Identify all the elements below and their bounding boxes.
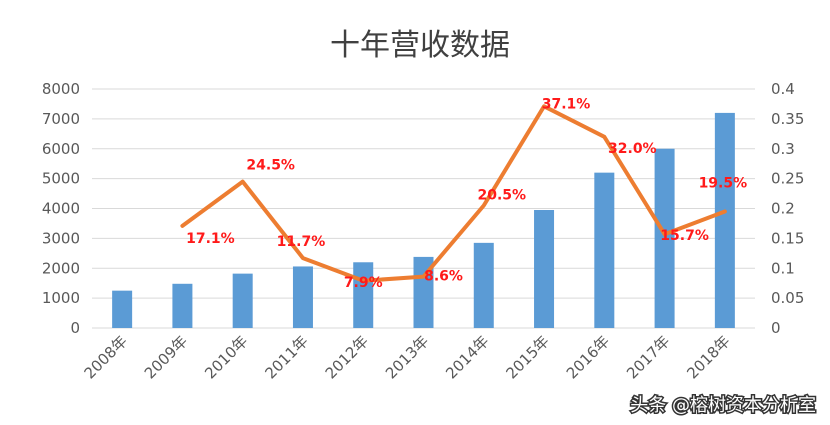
- data-label: 32.0%: [608, 141, 657, 157]
- left-tick-label: 5000: [42, 170, 80, 188]
- data-label: 24.5%: [246, 158, 295, 174]
- data-label: 11.7%: [277, 234, 326, 250]
- left-tick-label: 8000: [42, 80, 80, 98]
- data-label: 20.5%: [477, 188, 526, 204]
- bar: [353, 262, 374, 328]
- x-tick-label: 2014年: [442, 332, 492, 382]
- x-tick-label: 2009年: [141, 332, 191, 382]
- bar: [654, 148, 675, 328]
- right-tick-label: 0.4: [771, 80, 795, 98]
- right-tick-label: 0: [771, 319, 781, 337]
- data-label: 15.7%: [660, 228, 709, 244]
- bar: [714, 112, 735, 329]
- x-tick-label: 2011年: [261, 332, 311, 382]
- data-label: 37.1%: [542, 96, 591, 112]
- bar-series: [112, 112, 735, 329]
- right-axis: 0 0.05 0.1 0.15 0.2 0.25 0.3 0.35 0.4: [771, 80, 804, 337]
- left-tick-label: 3000: [42, 229, 80, 247]
- bar: [112, 290, 133, 328]
- bar: [413, 256, 434, 328]
- right-tick-label: 0.25: [771, 170, 804, 188]
- right-tick-label: 0.15: [771, 229, 804, 247]
- left-axis: 0 1000 2000 3000 4000 5000 6000 7000 8000: [42, 80, 80, 337]
- data-label: 19.5%: [699, 175, 748, 191]
- gridlines: [92, 88, 755, 329]
- bar: [473, 242, 494, 328]
- watermark-text: 头条 @榕树资本分析室: [630, 395, 816, 416]
- line-series: [180, 104, 727, 283]
- data-label: 17.1%: [186, 231, 235, 247]
- left-tick-label: 1000: [42, 289, 80, 307]
- bar: [534, 209, 555, 328]
- right-tick-label: 0.3: [771, 140, 795, 158]
- left-tick-label: 0: [70, 319, 80, 337]
- left-tick-label: 2000: [42, 259, 80, 277]
- left-tick-label: 7000: [42, 110, 80, 128]
- x-tick-label: 2013年: [382, 332, 432, 382]
- data-labels: 17.1% 24.5% 11.7% 7.9% 8.6% 20.5% 37.1% 32.0% 15…: [186, 96, 747, 290]
- bar: [292, 266, 313, 328]
- x-tick-label: 2008年: [81, 332, 131, 382]
- x-tick-label: 2010年: [201, 332, 251, 382]
- left-tick-label: 4000: [42, 200, 80, 218]
- chart-title: 十年营收数据: [330, 28, 510, 63]
- data-label: 8.6%: [424, 269, 463, 285]
- bar: [172, 283, 193, 328]
- growth-line: [180, 104, 727, 283]
- bar: [232, 273, 253, 328]
- x-tick-label: 2017年: [623, 332, 673, 382]
- right-tick-label: 0.1: [771, 259, 795, 277]
- left-tick-label: 6000: [42, 140, 80, 158]
- watermark: 头条 @榕树资本分析室: [629, 394, 818, 418]
- x-tick-label: 2015年: [503, 332, 553, 382]
- data-label: 7.9%: [344, 275, 383, 291]
- x-tick-label: 2016年: [563, 332, 613, 382]
- x-axis: 2008年 2009年 2010年 2011年 2012年 2013年 2014年 2015年…: [81, 332, 734, 382]
- right-tick-label: 0.2: [771, 200, 795, 218]
- right-tick-label: 0.05: [771, 289, 804, 307]
- x-tick-label: 2012年: [322, 332, 372, 382]
- x-tick-label: 2018年: [683, 332, 733, 382]
- bar: [594, 172, 615, 328]
- right-tick-label: 0.35: [771, 110, 804, 128]
